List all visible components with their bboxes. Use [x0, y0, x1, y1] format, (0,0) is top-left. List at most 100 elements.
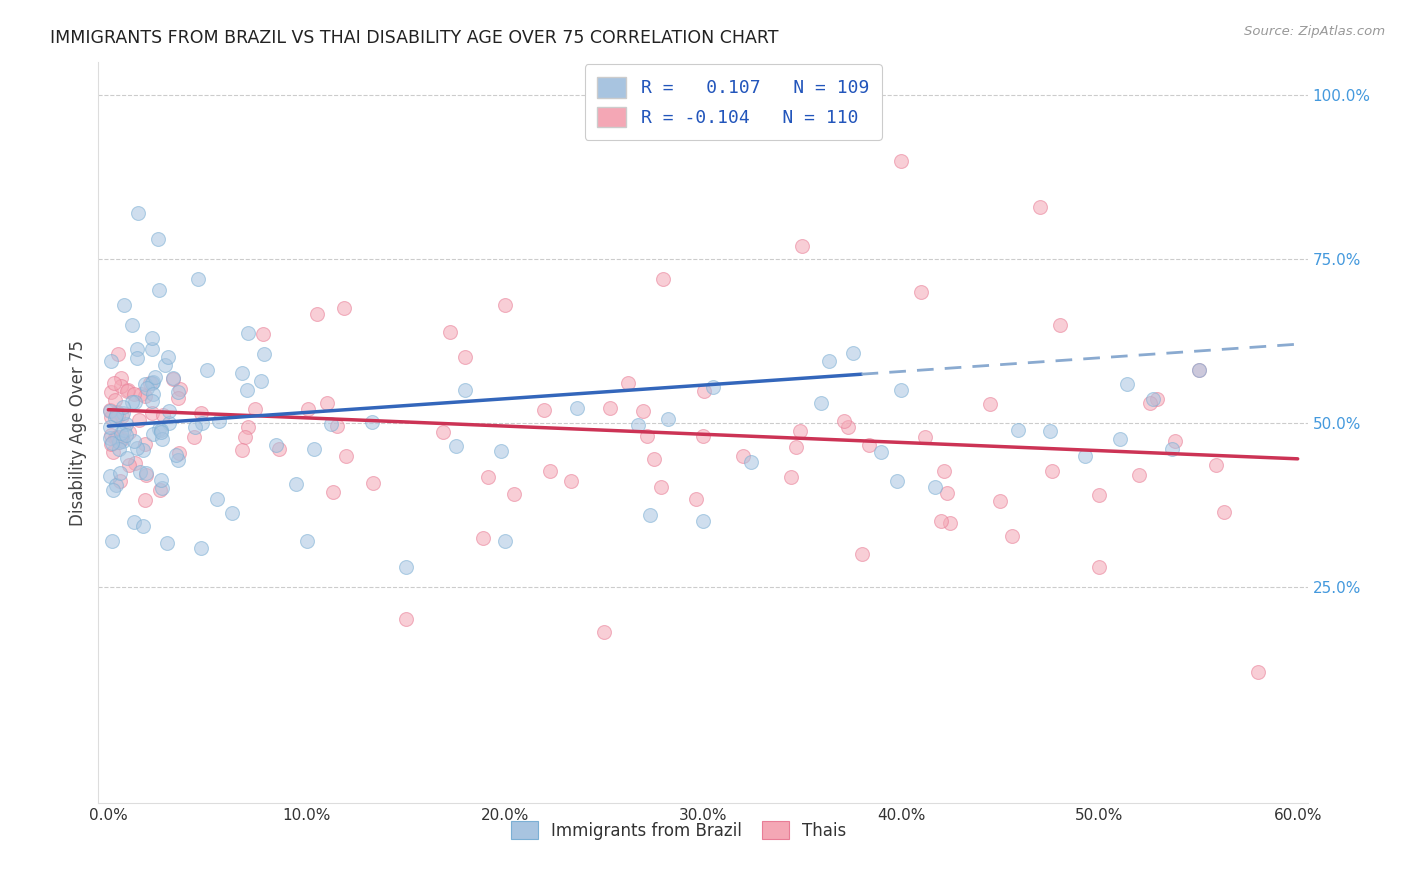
Point	[494, 298, 516, 312]
Point	[183, 430, 205, 444]
Point	[135, 466, 157, 480]
Point	[494, 533, 516, 548]
Point	[157, 404, 180, 418]
Point	[121, 318, 143, 332]
Point	[132, 518, 155, 533]
Point	[252, 326, 274, 341]
Point	[454, 351, 477, 365]
Point	[142, 375, 165, 389]
Point	[1247, 665, 1270, 679]
Point	[1139, 396, 1161, 410]
Point	[110, 371, 132, 385]
Point	[444, 439, 467, 453]
Point	[924, 479, 946, 493]
Point	[98, 419, 121, 434]
Point	[439, 325, 461, 339]
Point	[124, 455, 146, 469]
Point	[107, 435, 129, 450]
Point	[114, 417, 136, 432]
Point	[103, 376, 125, 391]
Point	[128, 413, 150, 427]
Point	[316, 395, 339, 409]
Text: Source: ZipAtlas.com: Source: ZipAtlas.com	[1244, 25, 1385, 38]
Point	[100, 410, 122, 425]
Point	[108, 475, 131, 489]
Point	[148, 284, 170, 298]
Point	[326, 418, 349, 433]
Point	[117, 450, 139, 465]
Point	[1164, 434, 1187, 448]
Point	[731, 449, 754, 463]
Point	[150, 432, 173, 446]
Point	[631, 404, 654, 418]
Point	[454, 383, 477, 397]
Legend: Immigrants from Brazil, Thais: Immigrants from Brazil, Thais	[505, 814, 853, 847]
Point	[98, 403, 121, 417]
Point	[125, 351, 148, 365]
Point	[1187, 363, 1209, 377]
Point	[107, 435, 129, 450]
Point	[914, 429, 936, 443]
Point	[110, 426, 132, 441]
Point	[1161, 442, 1184, 457]
Point	[149, 483, 172, 497]
Point	[128, 465, 150, 479]
Point	[111, 409, 134, 424]
Point	[834, 414, 856, 428]
Point	[236, 326, 259, 340]
Point	[1029, 200, 1052, 214]
Point	[104, 431, 127, 445]
Point	[162, 371, 184, 385]
Point	[98, 431, 121, 445]
Point	[190, 417, 212, 431]
Point	[100, 437, 122, 451]
Point	[1049, 318, 1071, 332]
Point	[1146, 392, 1168, 406]
Point	[785, 441, 807, 455]
Point	[477, 469, 499, 483]
Point	[932, 464, 955, 478]
Y-axis label: Disability Age Over 75: Disability Age Over 75	[69, 340, 87, 525]
Point	[142, 386, 165, 401]
Point	[132, 443, 155, 458]
Point	[221, 507, 243, 521]
Point	[1074, 449, 1097, 463]
Point	[166, 452, 188, 467]
Point	[538, 464, 561, 478]
Point	[253, 347, 276, 361]
Point	[790, 239, 813, 253]
Point	[111, 406, 134, 420]
Point	[103, 483, 125, 497]
Point	[112, 401, 135, 415]
Point	[231, 366, 253, 380]
Point	[107, 347, 129, 361]
Point	[139, 376, 162, 390]
Point	[100, 384, 122, 399]
Point	[285, 476, 308, 491]
Point	[100, 353, 122, 368]
Point	[100, 402, 122, 417]
Point	[395, 612, 418, 626]
Point	[141, 406, 163, 420]
Point	[105, 430, 128, 444]
Point	[489, 444, 512, 458]
Point	[124, 387, 146, 401]
Point	[142, 427, 165, 442]
Point	[101, 445, 124, 459]
Point	[115, 428, 138, 442]
Point	[627, 417, 650, 432]
Point	[100, 533, 122, 548]
Point	[167, 385, 190, 400]
Point	[104, 392, 127, 407]
Point	[319, 417, 342, 431]
Point	[118, 458, 141, 472]
Point	[395, 560, 418, 574]
Point	[979, 396, 1001, 410]
Point	[111, 432, 134, 446]
Point	[124, 395, 146, 409]
Point	[117, 383, 139, 397]
Point	[693, 384, 716, 399]
Point	[780, 470, 803, 484]
Point	[692, 429, 714, 443]
Point	[165, 448, 187, 462]
